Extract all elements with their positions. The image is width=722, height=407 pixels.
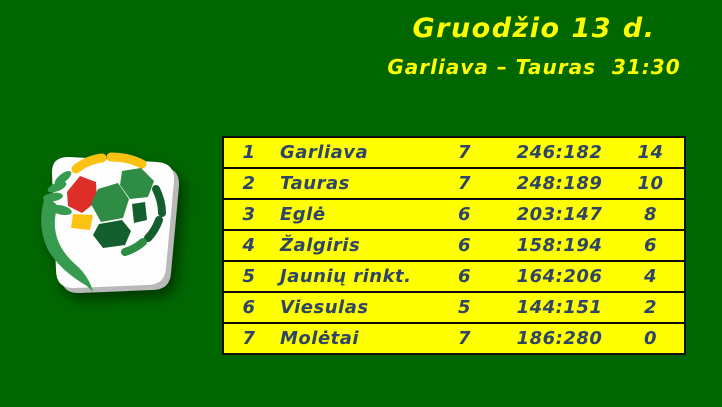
rank-cell: 3 [242,204,256,225]
team-cell: Molėtai [280,328,360,349]
team-cell: Garliava [280,142,369,163]
slide-title: Gruodžio 13 d. [412,13,656,44]
team-cell: Jaunių rinkt. [280,266,412,287]
rank-cell: 1 [242,142,256,163]
table-row: 6 Viesulas 5 144:151 2 [224,293,684,322]
points-cell: 4 [643,266,658,287]
rank-cell: 6 [242,297,256,318]
score-cell: 186:280 [516,328,603,349]
table-row: 7 Molėtai 7 186:280 0 [224,324,684,353]
team-cell: Viesulas [280,297,369,318]
rank-cell: 7 [242,328,256,349]
standings-table: 1 Garliava 7 246:182 14 2 Tauras 7 248:1… [222,136,686,355]
games-cell: 7 [457,142,472,163]
rank-cell: 2 [242,173,256,194]
rank-cell: 4 [242,235,256,256]
score-cell: 144:151 [516,297,603,318]
games-cell: 6 [457,235,472,256]
games-cell: 7 [457,328,472,349]
score-cell: 203:147 [516,204,603,225]
table-row: 5 Jaunių rinkt. 6 164:206 4 [224,262,684,291]
team-cell: Žalgiris [280,235,361,256]
rank-cell: 5 [242,266,256,287]
points-cell: 0 [643,328,658,349]
games-cell: 5 [457,297,472,318]
hand-ball-logo-icon [41,152,180,294]
points-cell: 2 [643,297,658,318]
games-cell: 6 [457,266,472,287]
score-cell: 248:189 [516,173,603,194]
score-cell: 246:182 [516,142,603,163]
games-cell: 6 [457,204,472,225]
score-cell: 164:206 [516,266,603,287]
games-cell: 7 [457,173,472,194]
points-cell: 14 [637,142,664,163]
team-cell: Tauras [280,173,350,194]
points-cell: 10 [637,173,664,194]
table-row: 2 Tauras 7 248:189 10 [224,169,684,198]
team-cell: Eglė [280,204,326,225]
table-row: 1 Garliava 7 246:182 14 [224,138,684,167]
match-result-subtitle: Garliava – Tauras 31:30 [387,55,681,79]
score-cell: 158:194 [516,235,603,256]
points-cell: 8 [643,204,658,225]
table-row: 3 Eglė 6 203:147 8 [224,200,684,229]
hand-ball-logo [25,140,210,325]
table-row: 4 Žalgiris 6 158:194 6 [224,231,684,260]
points-cell: 6 [643,235,658,256]
